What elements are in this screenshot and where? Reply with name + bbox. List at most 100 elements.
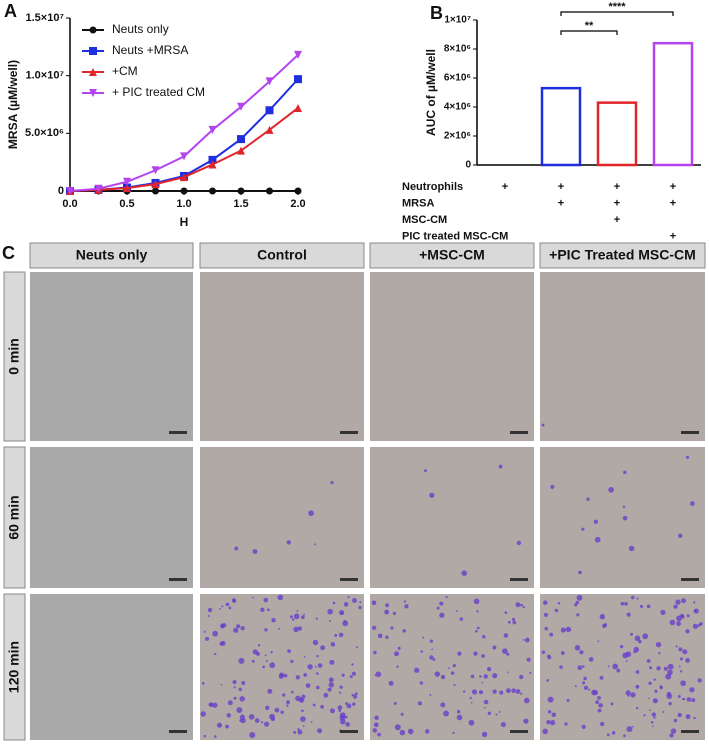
micrograph	[30, 594, 193, 740]
stained-cell	[656, 666, 661, 671]
stained-cell	[425, 729, 430, 734]
scale-bar	[681, 578, 699, 581]
stained-cell	[487, 711, 492, 716]
stained-cell	[312, 639, 319, 646]
stained-cell	[308, 510, 314, 516]
stained-cell	[506, 652, 510, 656]
stained-cell	[599, 675, 604, 680]
stained-cell	[328, 620, 331, 622]
x-tick-label: 0.0	[62, 198, 77, 210]
stained-cell	[522, 639, 525, 641]
stained-cell	[351, 671, 356, 676]
stained-cell	[345, 715, 348, 719]
stained-cell	[581, 681, 586, 685]
stained-cell	[343, 619, 347, 623]
stained-cell	[593, 519, 599, 524]
panel-label: C	[2, 243, 15, 263]
stained-cell	[479, 675, 482, 678]
stained-cell	[685, 714, 691, 720]
stained-cell	[293, 613, 300, 620]
stained-cell	[478, 690, 484, 695]
stained-cell	[320, 645, 326, 651]
marker	[94, 184, 103, 193]
stained-cell	[339, 712, 346, 719]
marker	[237, 146, 245, 155]
marker	[294, 103, 302, 112]
stained-cell	[483, 674, 488, 679]
stained-cell	[549, 632, 554, 637]
stained-cell	[371, 625, 377, 630]
stained-cell	[492, 673, 498, 679]
marker	[89, 89, 97, 97]
stained-cell	[667, 669, 673, 676]
stained-cell	[238, 687, 242, 692]
y-tick-label: 2×10⁶	[444, 131, 471, 142]
stained-cell	[254, 718, 260, 723]
stained-cell	[347, 596, 350, 599]
series-line	[69, 54, 299, 192]
stained-cell	[303, 655, 306, 658]
stained-cell	[384, 609, 390, 615]
scale-bar	[340, 578, 358, 581]
marker	[208, 160, 217, 169]
stained-cell	[225, 602, 230, 607]
stained-cell	[393, 651, 400, 657]
marker	[152, 187, 159, 195]
stained-cell	[588, 688, 591, 691]
stained-cell	[524, 637, 530, 643]
stained-cell	[236, 624, 241, 629]
stained-cell	[214, 735, 217, 738]
stained-cell	[440, 702, 446, 708]
marker	[66, 187, 74, 195]
stained-cell	[233, 686, 236, 689]
stained-cell	[633, 650, 636, 654]
stained-cell	[313, 543, 316, 546]
stained-cell	[377, 633, 383, 639]
stained-cell	[219, 608, 221, 610]
stained-cell	[547, 655, 552, 660]
stained-cell	[337, 705, 343, 711]
stained-cell	[581, 724, 586, 729]
stained-cell	[511, 688, 516, 694]
stained-cell	[634, 635, 641, 642]
stained-cell	[574, 645, 581, 651]
condition-mark: +	[614, 197, 620, 209]
stained-cell	[252, 549, 258, 554]
legend-label: Neuts only	[112, 22, 169, 36]
stained-cell	[436, 606, 440, 610]
stained-cell	[403, 600, 407, 603]
stained-cell	[691, 698, 696, 703]
stained-cell	[283, 673, 288, 678]
stained-cell	[278, 674, 284, 679]
stained-cell	[310, 721, 313, 723]
stained-cell	[686, 697, 692, 702]
stained-cell	[277, 594, 284, 601]
stained-cell	[251, 596, 254, 599]
stained-cell	[323, 692, 329, 698]
stained-cell	[652, 698, 659, 704]
marker	[294, 50, 302, 59]
stained-cell	[550, 484, 555, 489]
scale-bar	[340, 431, 358, 434]
stained-cell	[340, 611, 344, 615]
row-header: 60 min	[6, 495, 22, 539]
stained-cell	[607, 665, 610, 668]
stained-cell	[414, 667, 420, 673]
stained-cell	[550, 719, 556, 726]
stained-cell	[486, 666, 492, 672]
stained-cell	[221, 605, 224, 608]
stained-cell	[635, 670, 640, 674]
stained-cell	[385, 635, 389, 639]
stained-cell	[659, 685, 663, 689]
stained-cell	[675, 599, 681, 605]
stained-cell	[354, 692, 358, 696]
stained-cell	[676, 615, 682, 622]
stained-cell	[683, 698, 686, 701]
stained-cell	[639, 604, 644, 609]
stained-cell	[468, 719, 475, 726]
condition-mark: +	[558, 197, 564, 209]
stained-cell	[231, 598, 236, 603]
stained-cell	[317, 663, 323, 668]
stained-cell	[492, 645, 497, 650]
marker	[180, 152, 188, 161]
